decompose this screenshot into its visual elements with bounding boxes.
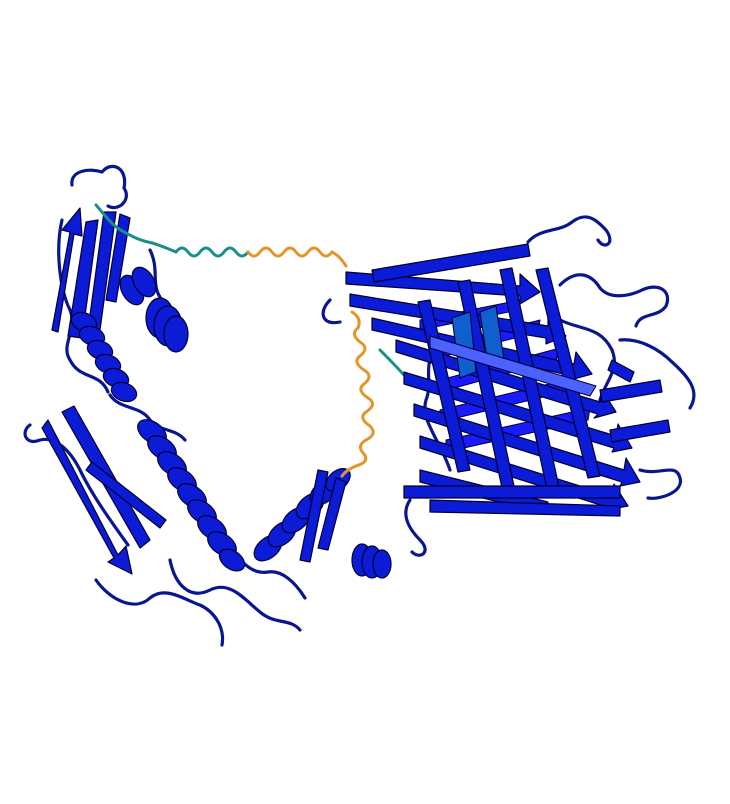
beta-strand bbox=[607, 359, 635, 383]
beta-strand bbox=[609, 419, 671, 443]
left-domain-loop bbox=[168, 558, 302, 632]
barrel-loop bbox=[638, 468, 682, 500]
alpha-helix bbox=[137, 419, 246, 572]
flexible-linker bbox=[340, 310, 375, 478]
beta-strand bbox=[395, 339, 617, 419]
alpha-helix bbox=[70, 311, 138, 403]
flexible-linker bbox=[94, 203, 178, 254]
beta-strand bbox=[67, 219, 99, 339]
left-domain bbox=[23, 164, 392, 647]
beta-strand bbox=[535, 267, 601, 479]
barrel-loop bbox=[618, 338, 696, 410]
beta-strand bbox=[85, 461, 167, 529]
barrel-loop bbox=[558, 273, 670, 328]
barrel-loop bbox=[558, 318, 616, 402]
barrel-loop bbox=[526, 215, 612, 247]
beta-strand bbox=[51, 207, 83, 333]
flexible-linker bbox=[246, 246, 348, 268]
left-domain-loop bbox=[94, 578, 225, 647]
flexible-linker bbox=[174, 246, 250, 258]
alpha-helix bbox=[145, 297, 189, 353]
beta-strand bbox=[403, 485, 621, 499]
beta-strand bbox=[41, 419, 133, 575]
alpha-helix bbox=[119, 266, 157, 306]
left-domain-loop bbox=[23, 423, 130, 547]
barrel-loop bbox=[321, 298, 342, 325]
alpha-helix bbox=[351, 543, 392, 579]
beta-strand bbox=[105, 213, 131, 303]
beta-strand bbox=[429, 335, 597, 397]
beta-strand bbox=[451, 311, 477, 379]
beta-strand bbox=[429, 499, 621, 517]
beta-barrel-domain bbox=[321, 215, 696, 557]
beta-strand bbox=[599, 379, 663, 403]
beta-strand bbox=[345, 271, 541, 305]
linker-regions bbox=[94, 203, 412, 478]
beta-strand bbox=[299, 469, 329, 563]
beta-strand bbox=[317, 477, 347, 551]
barrel-loop bbox=[404, 498, 427, 557]
left-domain-loop bbox=[70, 164, 128, 210]
beta-strand bbox=[371, 243, 531, 283]
